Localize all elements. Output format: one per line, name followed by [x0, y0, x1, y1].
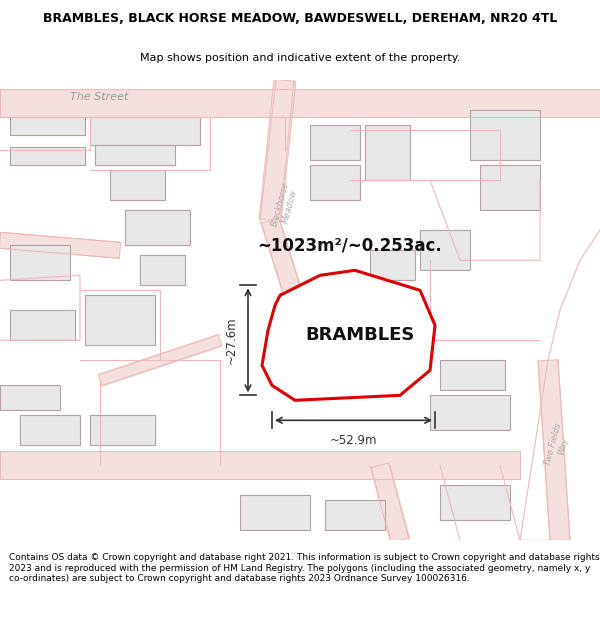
Polygon shape — [0, 451, 520, 479]
Polygon shape — [0, 89, 600, 118]
Polygon shape — [420, 230, 470, 270]
Polygon shape — [240, 495, 310, 530]
Text: ~52.9m: ~52.9m — [330, 434, 377, 447]
Text: BRAMBLES: BRAMBLES — [305, 326, 415, 344]
Polygon shape — [370, 250, 415, 280]
Text: ~1023m²/~0.253ac.: ~1023m²/~0.253ac. — [257, 236, 442, 254]
Polygon shape — [310, 355, 360, 385]
Polygon shape — [262, 270, 435, 400]
Polygon shape — [10, 118, 85, 135]
Polygon shape — [430, 396, 510, 430]
Polygon shape — [262, 217, 304, 303]
Text: Contains OS data © Crown copyright and database right 2021. This information is : Contains OS data © Crown copyright and d… — [9, 553, 599, 583]
Text: BRAMBLES, BLACK HORSE MEADOW, BAWDESWELL, DEREHAM, NR20 4TL: BRAMBLES, BLACK HORSE MEADOW, BAWDESWELL… — [43, 12, 557, 25]
Polygon shape — [0, 385, 60, 410]
Polygon shape — [295, 310, 350, 345]
Text: Two Fields
Way: Two Fields Way — [543, 422, 573, 469]
Text: Blackhorse
Meadow: Blackhorse Meadow — [269, 181, 301, 230]
Text: ~27.6m: ~27.6m — [225, 316, 238, 364]
Polygon shape — [90, 415, 155, 445]
Polygon shape — [371, 463, 409, 542]
Polygon shape — [310, 125, 360, 160]
Polygon shape — [538, 359, 570, 541]
Polygon shape — [325, 500, 385, 530]
Polygon shape — [10, 245, 70, 280]
Polygon shape — [0, 232, 121, 258]
Polygon shape — [95, 145, 175, 165]
Polygon shape — [470, 110, 540, 160]
Polygon shape — [98, 334, 222, 386]
Polygon shape — [310, 165, 360, 200]
Polygon shape — [440, 485, 510, 520]
Text: Map shows position and indicative extent of the property.: Map shows position and indicative extent… — [140, 52, 460, 62]
Polygon shape — [440, 360, 505, 390]
Polygon shape — [480, 165, 540, 210]
Polygon shape — [140, 255, 185, 285]
Polygon shape — [20, 415, 80, 445]
Polygon shape — [365, 125, 410, 180]
Polygon shape — [110, 170, 165, 200]
Polygon shape — [90, 118, 200, 145]
Polygon shape — [289, 297, 326, 344]
Text: The Street: The Street — [70, 92, 128, 103]
Polygon shape — [10, 310, 75, 340]
Polygon shape — [125, 210, 190, 245]
Polygon shape — [259, 79, 296, 221]
Polygon shape — [85, 295, 155, 345]
Polygon shape — [10, 148, 85, 165]
